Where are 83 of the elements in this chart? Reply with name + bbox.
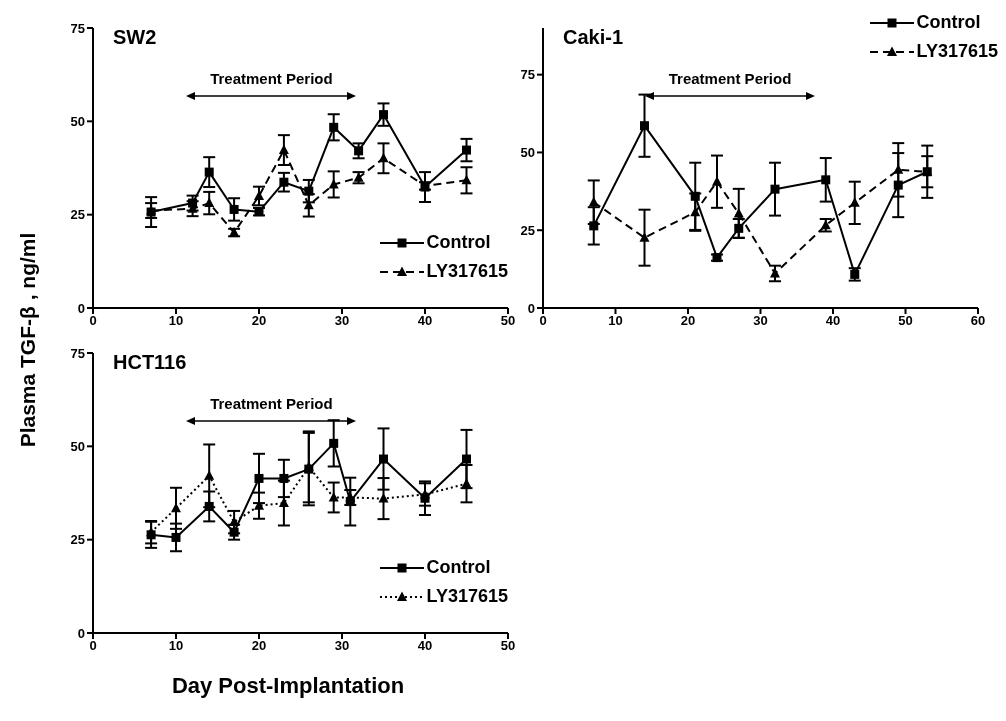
annotation: Treatment Period bbox=[209, 395, 334, 412]
x-tick-label: 30 bbox=[334, 638, 350, 654]
x-tick-label: 10 bbox=[168, 638, 184, 654]
point bbox=[462, 454, 471, 464]
x-tick-label: 50 bbox=[500, 313, 516, 329]
x-tick-label: 40 bbox=[417, 313, 433, 329]
legend-label: Control bbox=[426, 232, 491, 253]
point bbox=[849, 197, 860, 207]
point bbox=[588, 196, 599, 207]
point bbox=[188, 198, 198, 208]
point bbox=[462, 145, 471, 155]
legend-label: LY317615 bbox=[426, 586, 508, 607]
chart-title: Caki-1 bbox=[563, 26, 624, 49]
x-tick-label: 20 bbox=[680, 313, 696, 329]
point bbox=[420, 493, 430, 503]
x-tick-label: 20 bbox=[251, 313, 267, 329]
x-tick-label: 40 bbox=[417, 638, 433, 654]
x-tick-label: 50 bbox=[898, 313, 913, 329]
x-tick-label: 30 bbox=[334, 313, 350, 329]
point bbox=[204, 501, 214, 511]
x-tick-label: 0 bbox=[89, 313, 97, 329]
y-tick-label: 50 bbox=[70, 113, 85, 129]
legend-label: Control bbox=[426, 557, 491, 578]
y-tick-label: 0 bbox=[77, 625, 85, 641]
point bbox=[639, 232, 650, 242]
x-tick-label: 20 bbox=[251, 638, 267, 654]
point bbox=[378, 493, 389, 503]
point bbox=[379, 454, 388, 464]
legend-label: Control bbox=[916, 12, 981, 33]
point bbox=[329, 438, 339, 448]
point bbox=[893, 164, 904, 174]
point bbox=[279, 473, 289, 483]
point bbox=[734, 223, 744, 233]
point bbox=[278, 497, 289, 508]
chart-title: SW2 bbox=[113, 26, 157, 49]
point bbox=[354, 146, 364, 156]
point bbox=[146, 530, 156, 540]
y-tick-label: 25 bbox=[70, 532, 85, 548]
y-tick-label: 75 bbox=[520, 67, 535, 83]
x-tick-label: 0 bbox=[539, 313, 547, 329]
point bbox=[893, 180, 903, 190]
annotation: Treatment Period bbox=[667, 70, 793, 87]
chart-title: HCT116 bbox=[113, 351, 187, 374]
point bbox=[171, 532, 181, 542]
point bbox=[204, 470, 215, 480]
point bbox=[304, 186, 314, 196]
x-tick-label: 0 bbox=[89, 638, 97, 654]
x-tick-label: 60 bbox=[970, 313, 986, 329]
legend-label: LY317615 bbox=[426, 261, 508, 282]
point bbox=[204, 167, 214, 177]
point bbox=[690, 191, 700, 201]
annotation: Treatment Period bbox=[209, 70, 334, 87]
x-tick-label: 30 bbox=[753, 313, 768, 329]
point bbox=[279, 177, 289, 187]
point bbox=[254, 473, 264, 483]
point bbox=[589, 221, 599, 231]
y-tick-label: 50 bbox=[520, 145, 535, 161]
point bbox=[229, 204, 239, 214]
y-tick-label: 25 bbox=[70, 207, 85, 223]
x-tick-label: 10 bbox=[608, 313, 623, 329]
point bbox=[329, 122, 339, 132]
x-axis-title: Day Post-Implantation bbox=[170, 673, 406, 699]
y-tick-label: 50 bbox=[70, 438, 85, 454]
point bbox=[229, 516, 240, 527]
point bbox=[461, 478, 472, 488]
point bbox=[821, 175, 831, 185]
x-tick-label: 10 bbox=[168, 313, 184, 329]
point bbox=[345, 497, 355, 507]
y-tick-label: 75 bbox=[70, 20, 85, 36]
x-tick-label: 40 bbox=[825, 313, 841, 329]
y-tick-label: 25 bbox=[520, 222, 535, 238]
point bbox=[204, 197, 215, 208]
x-tick-label: 50 bbox=[500, 638, 516, 654]
y-tick-label: 75 bbox=[70, 345, 85, 361]
point bbox=[229, 527, 239, 537]
point bbox=[379, 110, 388, 120]
point bbox=[640, 121, 649, 131]
y-tick-label: 0 bbox=[77, 300, 85, 316]
y-tick-label: 0 bbox=[527, 300, 535, 316]
point bbox=[770, 184, 780, 194]
y-axis-title: Plasma TGF-β , ng/ml bbox=[16, 231, 40, 450]
legend-label: LY317615 bbox=[916, 41, 998, 62]
point bbox=[278, 144, 289, 155]
